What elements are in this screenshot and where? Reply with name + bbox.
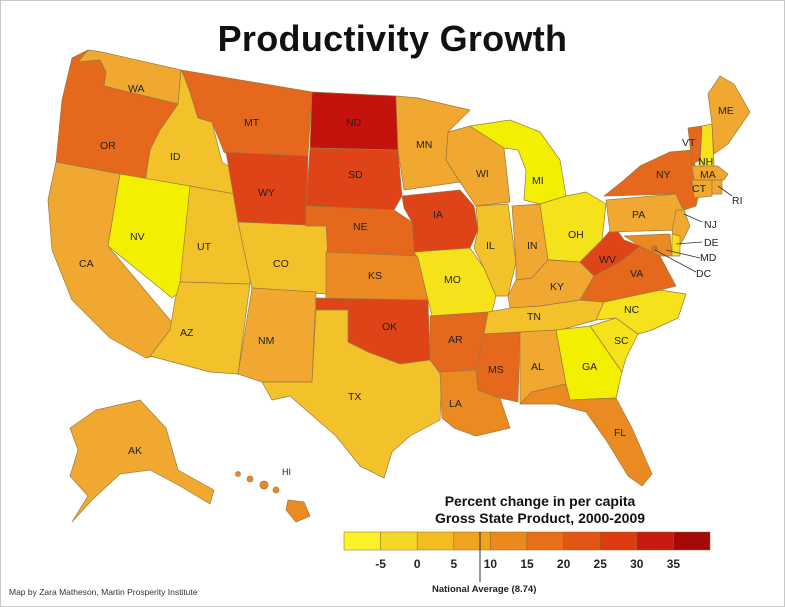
label-TX: TX — [348, 391, 361, 403]
legend-bin-4 — [490, 531, 528, 551]
label-NJ: NJ — [704, 219, 717, 231]
legend-tick: 15 — [520, 557, 534, 571]
legend-color-bar — [343, 531, 711, 551]
legend-tick: 20 — [557, 557, 571, 571]
label-CT: CT — [692, 183, 707, 195]
label-ME: ME — [718, 105, 734, 117]
state-DE — [671, 233, 681, 257]
state-MT — [180, 69, 313, 163]
legend-title-line2: Gross State Product, 2000-2009 — [434, 510, 646, 526]
label-WY: WY — [258, 187, 275, 199]
state-SC — [589, 317, 639, 373]
label-NH: NH — [698, 156, 713, 168]
label-NC: NC — [624, 304, 640, 316]
label-UT: UT — [197, 241, 212, 253]
state-IL — [473, 203, 517, 297]
legend-ticks: -5 0 5 10 15 20 25 30 35 — [375, 557, 680, 571]
label-MS: MS — [488, 364, 504, 376]
label-FL: FL — [614, 427, 626, 439]
label-AK: AK — [128, 445, 142, 457]
state-IA — [401, 189, 479, 253]
leader-lines — [654, 185, 733, 273]
legend-tick: 35 — [667, 557, 681, 571]
legend-bin-7 — [599, 531, 638, 551]
state-NM — [237, 287, 317, 383]
legend-title-line1: Percent change in per capita — [444, 493, 636, 509]
state-RI — [711, 179, 723, 195]
label-IN: IN — [527, 240, 538, 252]
label-DE: DE — [704, 237, 719, 249]
legend-bin-0 — [343, 531, 381, 551]
legend-tick: 10 — [484, 557, 498, 571]
national-average-label: National Average (8.74) — [432, 584, 537, 595]
label-ND: ND — [346, 117, 362, 129]
label-VT: VT — [682, 137, 696, 149]
label-MT: MT — [244, 117, 260, 129]
legend-bin-2 — [416, 531, 455, 551]
label-MD: MD — [700, 252, 717, 264]
label-OR: OR — [100, 140, 116, 152]
label-SC: SC — [614, 335, 629, 347]
label-AL: AL — [531, 361, 544, 373]
label-WV: WV — [599, 254, 616, 266]
label-MI: MI — [532, 175, 544, 187]
label-HI: HI — [282, 467, 291, 477]
legend-bin-5 — [526, 531, 564, 551]
state-labels: WA OR CA ID NV UT AZ MT WY CO NM ND SD N… — [79, 83, 743, 477]
legend-bin-1 — [380, 531, 418, 551]
legend-tick: 30 — [630, 557, 644, 571]
state-FL — [519, 383, 653, 487]
label-KY: KY — [550, 281, 564, 293]
label-MA: MA — [700, 169, 716, 181]
legend-tick: 25 — [594, 557, 608, 571]
legend-tick: 5 — [450, 557, 457, 571]
legend-tick: -5 — [375, 557, 386, 571]
label-VA: VA — [630, 268, 643, 280]
legend-bin-8 — [636, 531, 674, 551]
label-NM: NM — [258, 335, 274, 347]
state-SD — [305, 147, 403, 211]
state-AZ — [149, 281, 251, 375]
label-WA: WA — [128, 83, 145, 95]
state-AK — [69, 399, 215, 523]
label-DC: DC — [696, 268, 712, 280]
label-OK: OK — [382, 321, 397, 333]
label-SD: SD — [348, 169, 363, 181]
state-NV — [107, 173, 191, 299]
label-AR: AR — [448, 334, 463, 346]
label-GA: GA — [582, 361, 597, 373]
label-PA: PA — [632, 209, 645, 221]
label-IL: IL — [486, 240, 495, 252]
label-IA: IA — [433, 209, 443, 221]
label-NV: NV — [130, 231, 145, 243]
state-HI — [235, 471, 311, 523]
label-RI: RI — [732, 195, 743, 207]
legend-bin-9 — [673, 531, 711, 551]
label-LA: LA — [449, 398, 462, 410]
legend-bin-3 — [453, 531, 491, 551]
state-MA — [691, 165, 729, 181]
label-NY: NY — [656, 169, 671, 181]
label-NE: NE — [353, 221, 368, 233]
state-ME — [707, 75, 751, 155]
label-ID: ID — [170, 151, 181, 163]
label-MN: MN — [416, 139, 432, 151]
label-TN: TN — [527, 311, 541, 323]
legend-bin-6 — [563, 531, 601, 551]
label-MO: MO — [444, 274, 461, 286]
label-AZ: AZ — [180, 327, 194, 339]
label-KS: KS — [368, 270, 382, 282]
state-TX — [261, 309, 443, 479]
state-WV — [579, 225, 641, 277]
label-OH: OH — [568, 229, 584, 241]
label-CO: CO — [273, 258, 289, 270]
label-CA: CA — [79, 258, 94, 270]
state-CT — [691, 179, 713, 199]
map-credit: Map by Zara Matheson, Martin Prosperity … — [9, 587, 198, 597]
legend-tick: 0 — [414, 557, 421, 571]
label-WI: WI — [476, 168, 489, 180]
legend-title: Percent change in per capita Gross State… — [395, 493, 685, 527]
map-title: Productivity Growth — [217, 18, 568, 59]
